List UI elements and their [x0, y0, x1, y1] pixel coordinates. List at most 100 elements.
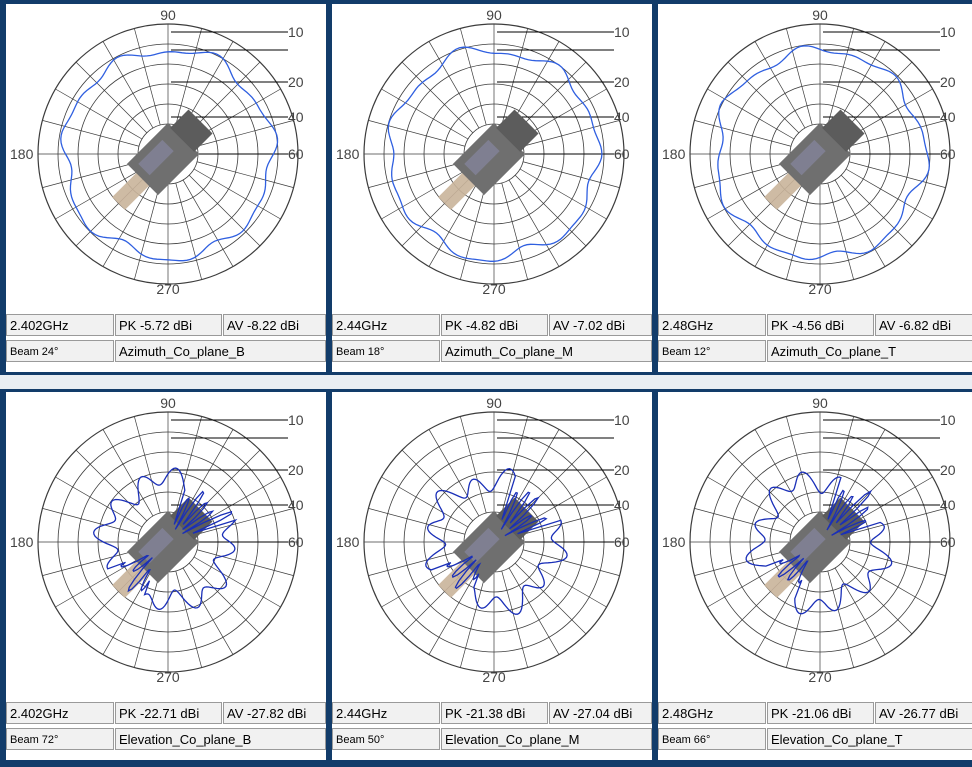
radial-label: 40 [614, 497, 630, 513]
pattern-trace [60, 51, 279, 262]
chart-panel-1: 10 20 40 60 90 180 270 2.402GHz PK -5.72 dBi AV -… [6, 4, 326, 372]
peak-gain-cell: PK -4.56 dBi [767, 314, 874, 336]
measurement-table: 2.402GHz PK -5.72 dBi AV -8.22 dBi Beam 24°… [6, 300, 326, 372]
grid-spoke [707, 556, 795, 608]
radial-label: 20 [288, 462, 304, 478]
grid-spoke [75, 449, 148, 522]
frequency-cell: 2.48GHz [658, 702, 766, 724]
grid-spoke [786, 416, 813, 514]
plane-name-cell: Azimuth_Co_plane_T [767, 340, 972, 362]
grid-spoke [501, 570, 528, 668]
grid-spoke [514, 174, 587, 247]
grid-spoke [42, 549, 140, 576]
grid-spoke [55, 88, 143, 140]
radial-label: 10 [614, 412, 630, 428]
grid-spoke [175, 28, 202, 126]
grid-spoke [188, 562, 261, 635]
grid-spoke [460, 182, 487, 280]
average-gain-cell: AV -27.04 dBi [549, 702, 652, 724]
grid-spoke [707, 168, 795, 220]
grid-spoke [102, 179, 154, 267]
polar-svg: 10 20 40 60 90 180 270 [662, 7, 956, 297]
measurement-table: 2.44GHz PK -21.38 dBi AV -27.04 dBi Beam 50… [332, 688, 652, 760]
average-gain-cell: AV -26.77 dBi [875, 702, 972, 724]
grid-spoke [55, 168, 143, 220]
peak-gain-cell: PK -21.06 dBi [767, 702, 874, 724]
radial-label: 60 [288, 146, 304, 162]
measurement-table: 2.402GHz PK -22.71 dBi AV -27.82 dBi Beam 7… [6, 688, 326, 760]
polar-plot: 10 20 40 60 90 180 270 [332, 4, 652, 300]
frequency-cell: 2.48GHz [658, 314, 766, 336]
grid-spoke [368, 161, 466, 188]
radial-label: 20 [940, 74, 956, 90]
angle-label: 270 [482, 281, 506, 297]
radial-label: 10 [940, 24, 956, 40]
measurement-table: 2.48GHz PK -4.56 dBi AV -6.82 dBi Beam 12° A… [658, 300, 972, 372]
frequency-cell: 2.44GHz [332, 314, 440, 336]
row-separator [0, 375, 972, 389]
peak-gain-cell: PK -5.72 dBi [115, 314, 222, 336]
grid-spoke [827, 182, 854, 280]
grid-spoke [848, 549, 946, 576]
grid-spoke [401, 61, 474, 134]
beam-cell: Beam 66° [658, 728, 766, 750]
radial-label: 40 [288, 497, 304, 513]
polar-plot: 10 20 40 60 90 180 270 [658, 392, 972, 688]
angle-label: 270 [156, 281, 180, 297]
radial-label: 20 [614, 74, 630, 90]
angle-label: 270 [808, 669, 832, 685]
grid-spoke [428, 429, 480, 517]
grid-spoke [188, 61, 261, 134]
plane-name-cell: Azimuth_Co_plane_B [115, 340, 326, 362]
average-gain-cell: AV -27.82 dBi [223, 702, 326, 724]
grid-spoke [381, 88, 469, 140]
grid-spoke [460, 28, 487, 126]
grid-spoke [102, 567, 154, 655]
angle-label: 90 [160, 7, 176, 23]
grid-spoke [175, 182, 202, 280]
angle-label: 180 [662, 534, 686, 550]
grid-spoke [694, 549, 792, 576]
grid-spoke [707, 476, 795, 528]
pattern-trace [387, 46, 603, 262]
grid-spoke [368, 549, 466, 576]
grid-spoke [102, 429, 154, 517]
frequency-cell: 2.44GHz [332, 702, 440, 724]
angle-label: 90 [812, 7, 828, 23]
grid-spoke [501, 28, 528, 126]
polar-svg: 10 20 40 60 90 180 270 [10, 7, 304, 297]
grid-spoke [75, 61, 148, 134]
grid-spoke [134, 28, 161, 126]
plane-name-cell: Elevation_Co_plane_B [115, 728, 326, 750]
grid-spoke [501, 182, 528, 280]
grid-spoke [182, 179, 234, 267]
grid-spoke [401, 449, 474, 522]
grid-spoke [786, 570, 813, 668]
radial-label: 40 [288, 109, 304, 125]
grid-spoke [428, 41, 480, 129]
grid-spoke [193, 556, 281, 608]
measurement-table: 2.48GHz PK -21.06 dBi AV -26.77 dBi Beam 66… [658, 688, 972, 760]
grid-spoke [754, 567, 806, 655]
angle-label: 90 [486, 7, 502, 23]
grid-spoke [368, 120, 466, 147]
polar-svg: 10 20 40 60 90 180 270 [10, 395, 304, 685]
pattern-trace [745, 471, 893, 615]
radial-label: 60 [940, 534, 956, 550]
frequency-cell: 2.402GHz [6, 314, 114, 336]
grid-spoke [196, 508, 294, 535]
grid-spoke [102, 41, 154, 129]
grid-spoke [381, 476, 469, 528]
radial-label: 40 [614, 109, 630, 125]
radial-label: 10 [614, 24, 630, 40]
grid-spoke [522, 120, 620, 147]
grid-spoke [508, 567, 560, 655]
angle-label: 270 [482, 669, 506, 685]
grid-spoke [182, 567, 234, 655]
polar-plot: 10 20 40 60 90 180 270 [658, 4, 972, 300]
peak-gain-cell: PK -21.38 dBi [441, 702, 548, 724]
angle-label: 180 [662, 146, 686, 162]
polar-svg: 10 20 40 60 90 180 270 [662, 395, 956, 685]
grid-spoke [55, 476, 143, 528]
grid-spoke [694, 120, 792, 147]
